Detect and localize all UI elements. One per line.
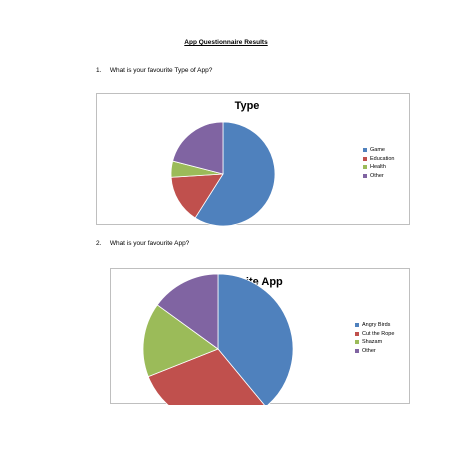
- question-2-number: 2.: [96, 240, 102, 247]
- legend-swatch-education: [363, 156, 367, 161]
- legend-label-other-app: Other: [362, 347, 376, 354]
- document-title: App Questionnaire Results: [184, 39, 268, 46]
- legend-swatch-other-app: [355, 348, 359, 353]
- legend-swatch-shazam: [355, 340, 359, 345]
- type-slice-education: [170, 173, 224, 219]
- favourite-app-slice-cut-the-rope: [147, 348, 265, 405]
- legend-item-game: Game: [363, 146, 394, 155]
- legend-swatch-cut-the-rope: [355, 331, 359, 336]
- chart-type: Type Game Education Health Other: [96, 93, 410, 226]
- favourite-app-slice-shazam: [142, 304, 219, 378]
- question-2: 2. What is your favourite App?: [96, 240, 189, 247]
- chart-type-legend: Game Education Health Other: [363, 146, 394, 180]
- question-2-text: What is your favourite App?: [109, 240, 190, 247]
- question-1: 1. What is your favourite Type of App?: [96, 67, 212, 74]
- legend-label-game: Game: [370, 147, 385, 153]
- type-slice-other: [172, 121, 224, 175]
- chart-type-pie: [170, 121, 276, 226]
- chart-favourite-app: Favourite App Angry Birds Cut the Rope S…: [110, 268, 410, 405]
- question-1-text: What is your favourite Type of App?: [109, 67, 213, 74]
- question-1-number: 1.: [96, 67, 102, 74]
- legend-item-health: Health: [363, 163, 394, 172]
- legend-label-health: Health: [370, 164, 386, 170]
- legend-swatch-game: [363, 148, 367, 153]
- legend-item-cut-the-rope: Cut the Rope: [355, 330, 394, 339]
- legend-label-other: Other: [370, 172, 384, 179]
- legend-item-angry-birds: Angry Birds: [355, 321, 394, 330]
- legend-swatch-health: [363, 165, 367, 170]
- legend-item-other: Other: [363, 172, 394, 181]
- legend-swatch-angry-birds: [355, 323, 359, 328]
- legend-item-other-app: Other: [355, 347, 394, 356]
- type-slice-game: [194, 121, 276, 226]
- chart-favourite-app-pie: [142, 273, 294, 405]
- favourite-app-slice-other: [156, 273, 219, 350]
- legend-item-education: Education: [363, 155, 394, 164]
- legend-label-cut-the-rope: Cut the Rope: [362, 330, 395, 337]
- legend-label-education: Education: [370, 155, 395, 162]
- legend-item-shazam: Shazam: [355, 338, 394, 347]
- chart-favourite-app-legend: Angry Birds Cut the Rope Shazam Other: [355, 321, 394, 355]
- chart-type-title: Type: [234, 100, 260, 112]
- legend-label-angry-birds: Angry Birds: [362, 322, 391, 328]
- legend-label-shazam: Shazam: [362, 339, 383, 345]
- legend-swatch-other: [363, 173, 367, 178]
- favourite-app-slice-angry-birds: [217, 273, 294, 405]
